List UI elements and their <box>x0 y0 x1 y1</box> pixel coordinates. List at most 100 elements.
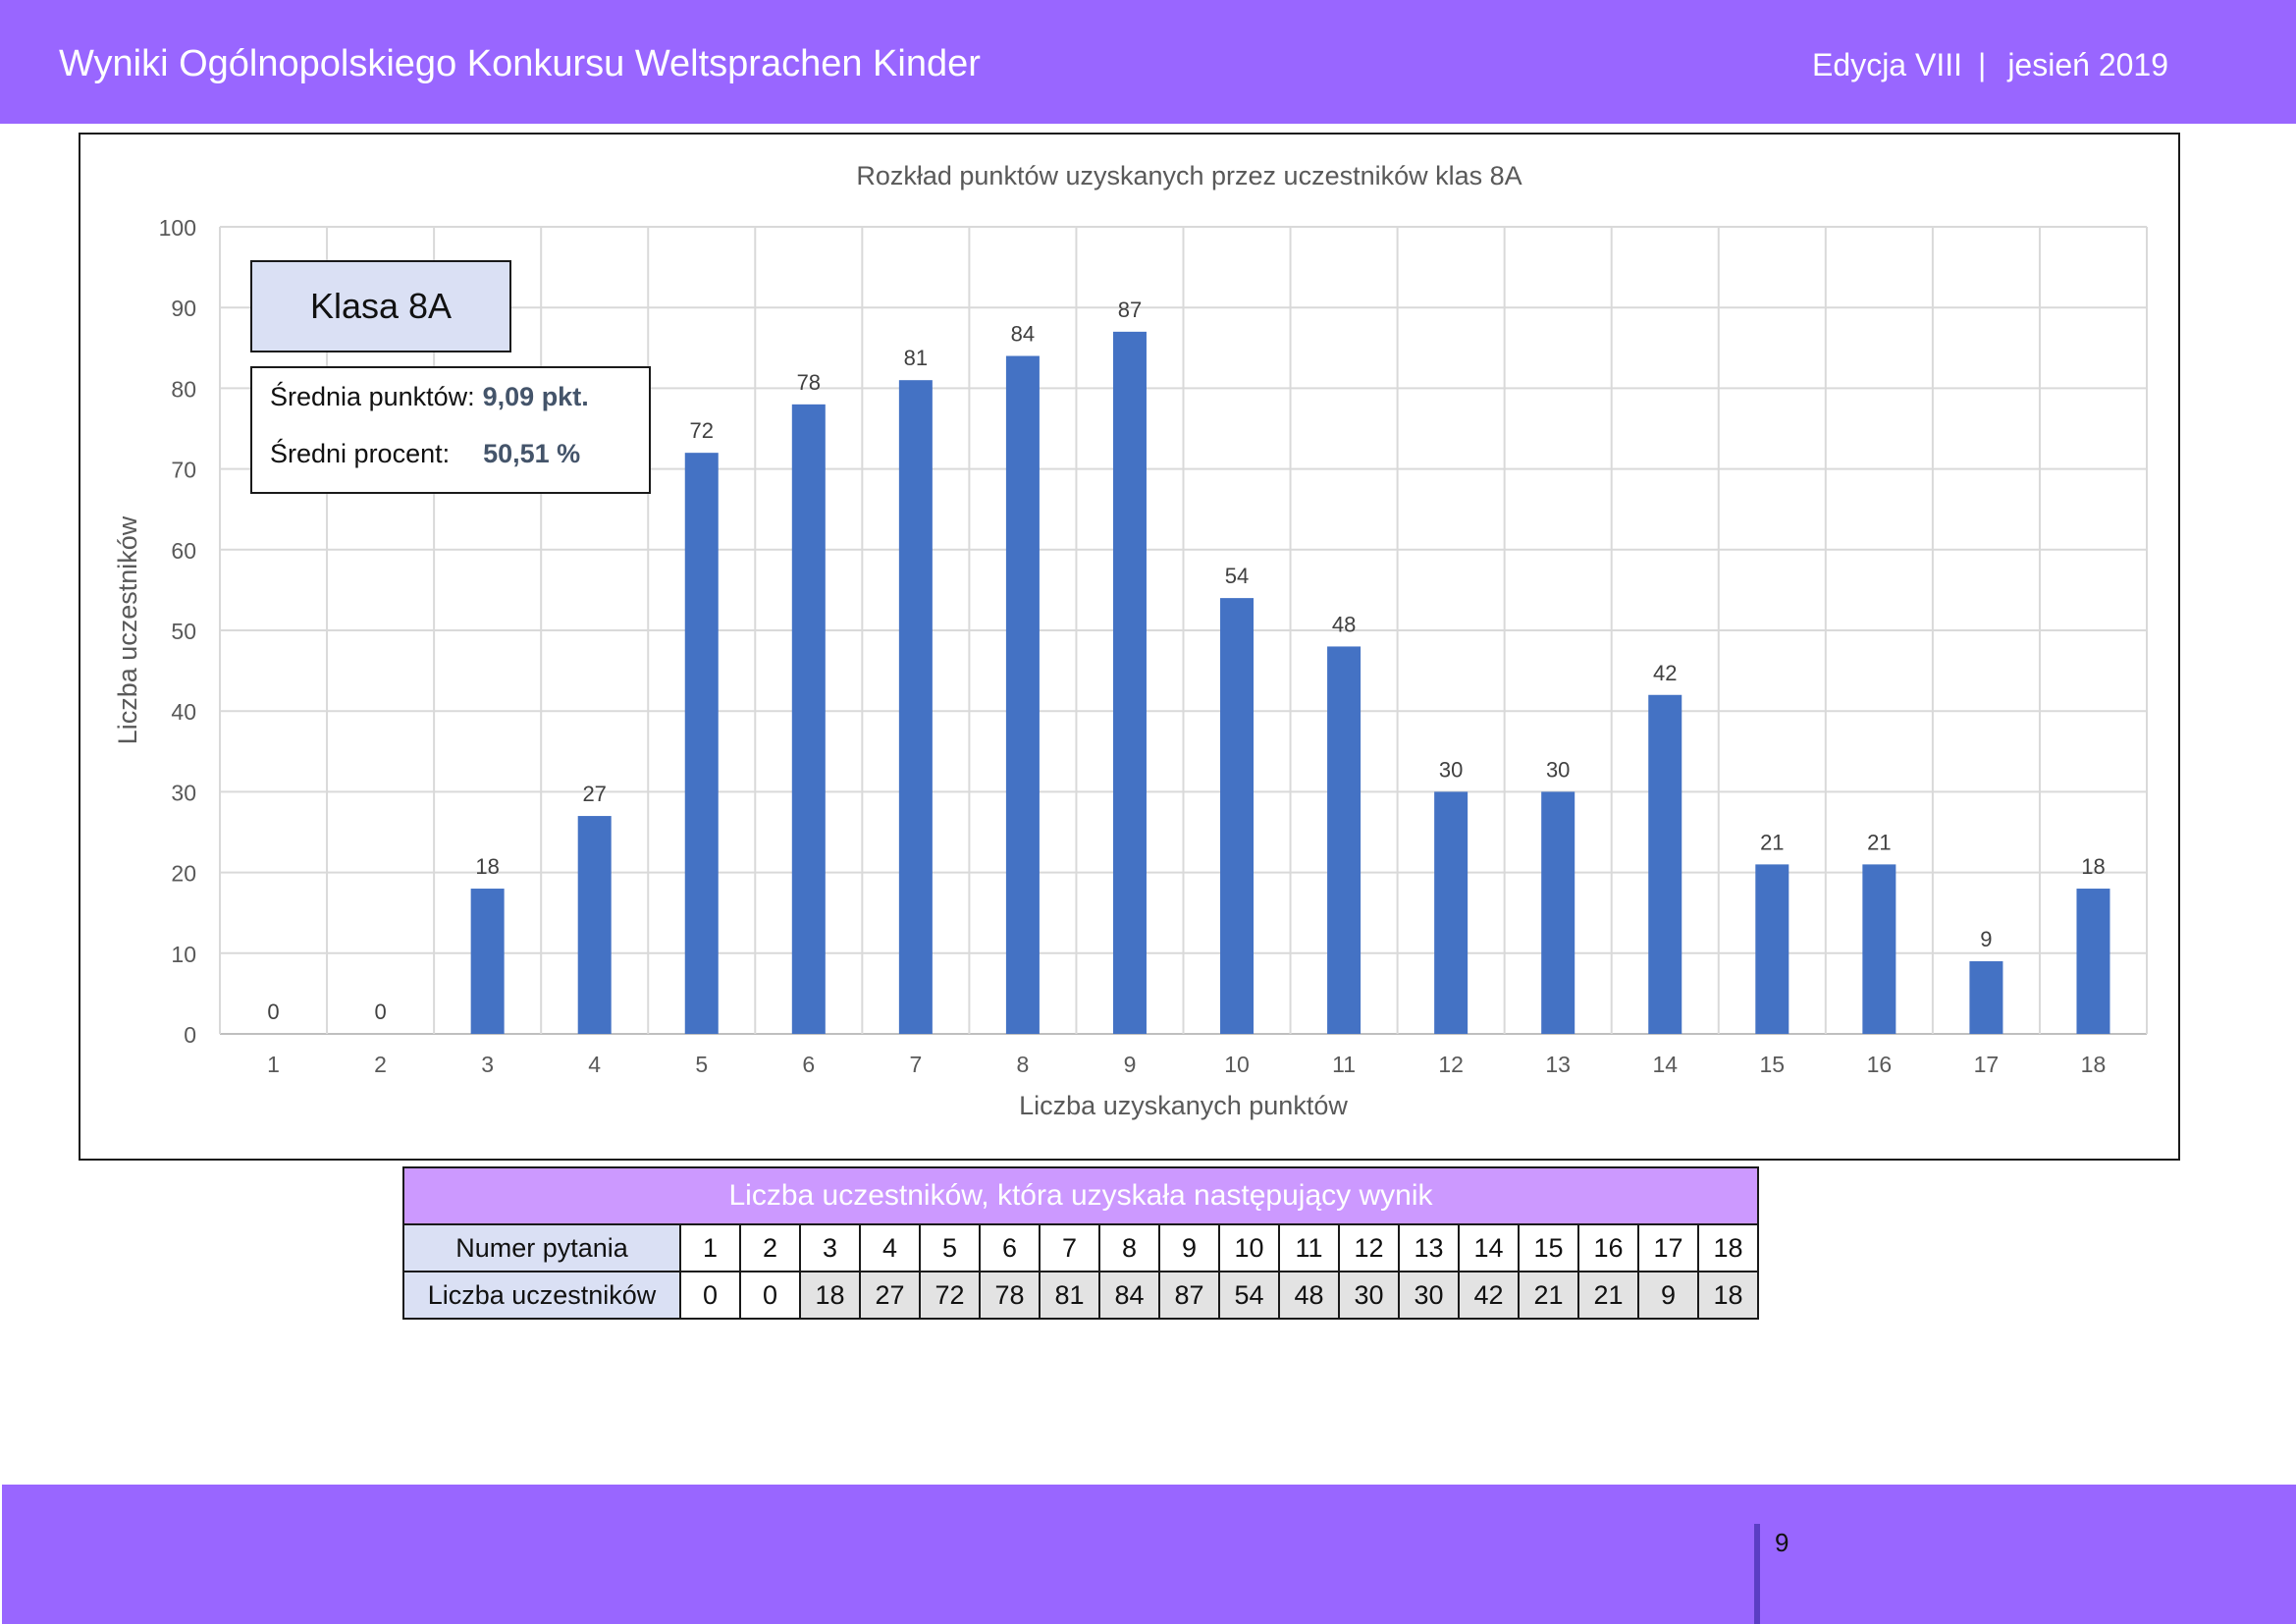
chart-bar <box>1112 331 1147 1034</box>
table-cell-number: 14 <box>1458 1223 1520 1272</box>
chart-bar <box>1005 355 1040 1034</box>
bar-data-label: 54 <box>1225 564 1249 588</box>
x-tick-label: 5 <box>695 1052 708 1077</box>
x-tick-label: 9 <box>1124 1052 1137 1077</box>
bar-data-label: 0 <box>267 1000 279 1024</box>
page-header: Wyniki Ogólnopolskiego Konkursu Weltspra… <box>0 0 2296 124</box>
table-cell-count: 78 <box>979 1271 1041 1320</box>
table-cell-count: 81 <box>1039 1271 1100 1320</box>
chart-bar <box>1755 864 1789 1034</box>
results-table: Liczba uczestników, która uzyskała nastę… <box>402 1166 1759 1320</box>
x-tick-label: 15 <box>1760 1052 1786 1077</box>
table-cell-count: 9 <box>1637 1271 1699 1320</box>
bar-data-label: 27 <box>582 782 606 806</box>
table-cell-number: 16 <box>1577 1223 1639 1272</box>
x-tick-label: 18 <box>2081 1052 2107 1077</box>
table-row-counts: Liczba uczestników 0 0 18 27 72 78 81 84 87 54 48 3… <box>402 1271 1759 1320</box>
bar-data-label: 30 <box>1439 757 1463 782</box>
bar-data-label: 84 <box>1011 322 1035 347</box>
table-row-numbers: Numer pytania 1 2 3 4 5 6 7 8 9 10 11 12 13 14 15 16 17 1… <box>402 1223 1759 1272</box>
x-tick-label: 11 <box>1332 1052 1356 1077</box>
table-title: Liczba uczestników, która uzyskała nastę… <box>402 1166 1759 1225</box>
chart-bar <box>2076 889 2110 1034</box>
chart-bar <box>1220 598 1255 1034</box>
table-cell-count: 27 <box>859 1271 921 1320</box>
bar-data-label: 48 <box>1332 612 1356 636</box>
y-tick-label: 40 <box>171 699 196 725</box>
bar-data-label: 21 <box>1760 830 1784 854</box>
table-cell-number: 8 <box>1098 1223 1160 1272</box>
x-tick-label: 4 <box>588 1052 601 1077</box>
bar-data-label: 18 <box>2081 854 2105 879</box>
bar-data-label: 81 <box>904 346 928 370</box>
chart-bar <box>1434 791 1468 1034</box>
chart-frame: Rozkład punktów uzyskanych przez uczestn… <box>79 133 2180 1161</box>
chart-bar <box>1862 864 1896 1034</box>
avg-points-row: Średnia punktów: 9,09 pkt. <box>270 382 589 412</box>
y-tick-label: 10 <box>171 942 196 967</box>
table-cell-count: 18 <box>799 1271 861 1320</box>
bar-data-label: 21 <box>1867 830 1891 854</box>
table-cell-count: 48 <box>1278 1271 1340 1320</box>
chart-title: Rozkład punktów uzyskanych przez uczestn… <box>856 161 1522 190</box>
x-tick-label: 13 <box>1545 1052 1571 1077</box>
table-cell-count: 42 <box>1458 1271 1520 1320</box>
table-cell-number: 5 <box>919 1223 981 1272</box>
chart-bar <box>1648 694 1682 1034</box>
chart-bar <box>470 889 505 1034</box>
table-cell-count: 21 <box>1518 1271 1579 1320</box>
table-cell-count: 0 <box>739 1271 801 1320</box>
row-label-numbers: Numer pytania <box>402 1223 681 1272</box>
y-tick-label: 80 <box>171 376 196 402</box>
chart-bar <box>577 816 612 1034</box>
edition-separator: | <box>1978 47 1987 82</box>
y-axis-title: Liczba uczestników <box>113 515 142 744</box>
table-cell-number: 4 <box>859 1223 921 1272</box>
table-cell-count: 72 <box>919 1271 981 1320</box>
y-tick-label: 100 <box>159 215 196 241</box>
x-tick-label: 7 <box>909 1052 922 1077</box>
table-cell-number: 1 <box>679 1223 741 1272</box>
table-cell-count: 30 <box>1338 1271 1400 1320</box>
page-footer: 9 <box>2 1485 2296 1624</box>
table-cell-count: 84 <box>1098 1271 1160 1320</box>
table-cell-count: 18 <box>1697 1271 1759 1320</box>
x-tick-label: 8 <box>1017 1052 1030 1077</box>
y-tick-label: 90 <box>171 296 196 321</box>
x-tick-label: 12 <box>1438 1052 1464 1077</box>
avg-percent-value: 50,51 % <box>483 439 581 468</box>
table-cell-number: 12 <box>1338 1223 1400 1272</box>
x-tick-label: 17 <box>1974 1052 2000 1077</box>
table-cell-number: 18 <box>1697 1223 1759 1272</box>
chart-bar <box>1541 791 1575 1034</box>
x-tick-label: 3 <box>481 1052 494 1077</box>
x-tick-label: 6 <box>802 1052 815 1077</box>
avg-percent-row: Średni procent: 50,51 % <box>270 439 580 469</box>
x-tick-label: 2 <box>374 1052 387 1077</box>
y-tick-label: 70 <box>171 458 196 483</box>
row-label-counts: Liczba uczestników <box>402 1271 681 1320</box>
chart-bar <box>684 453 719 1034</box>
bar-data-label: 30 <box>1546 757 1570 782</box>
avg-percent-label: Średni procent: <box>270 439 451 468</box>
table-cell-number: 7 <box>1039 1223 1100 1272</box>
x-tick-label: 14 <box>1652 1052 1678 1077</box>
table-cell-number: 3 <box>799 1223 861 1272</box>
table-cell-number: 13 <box>1398 1223 1460 1272</box>
chart-bar <box>791 404 826 1035</box>
table-cell-number: 6 <box>979 1223 1041 1272</box>
bar-data-label: 9 <box>1980 927 1992 951</box>
table-cell-count: 87 <box>1158 1271 1220 1320</box>
x-tick-label: 10 <box>1224 1052 1250 1077</box>
table-cell-number: 15 <box>1518 1223 1579 1272</box>
table-cell-count: 0 <box>679 1271 741 1320</box>
page-number: 9 <box>1775 1528 1789 1557</box>
table-title-row: Liczba uczestników, która uzyskała nastę… <box>402 1166 1759 1225</box>
table-cell-number: 17 <box>1637 1223 1699 1272</box>
table-cell-number: 9 <box>1158 1223 1220 1272</box>
stats-box: Średnia punktów: 9,09 pkt. Średni procent… <box>250 366 651 494</box>
table-cell-count: 30 <box>1398 1271 1460 1320</box>
table-cell-count: 21 <box>1577 1271 1639 1320</box>
x-axis-title: Liczba uzyskanych punktów <box>1019 1091 1348 1120</box>
table-cell-number: 10 <box>1218 1223 1280 1272</box>
